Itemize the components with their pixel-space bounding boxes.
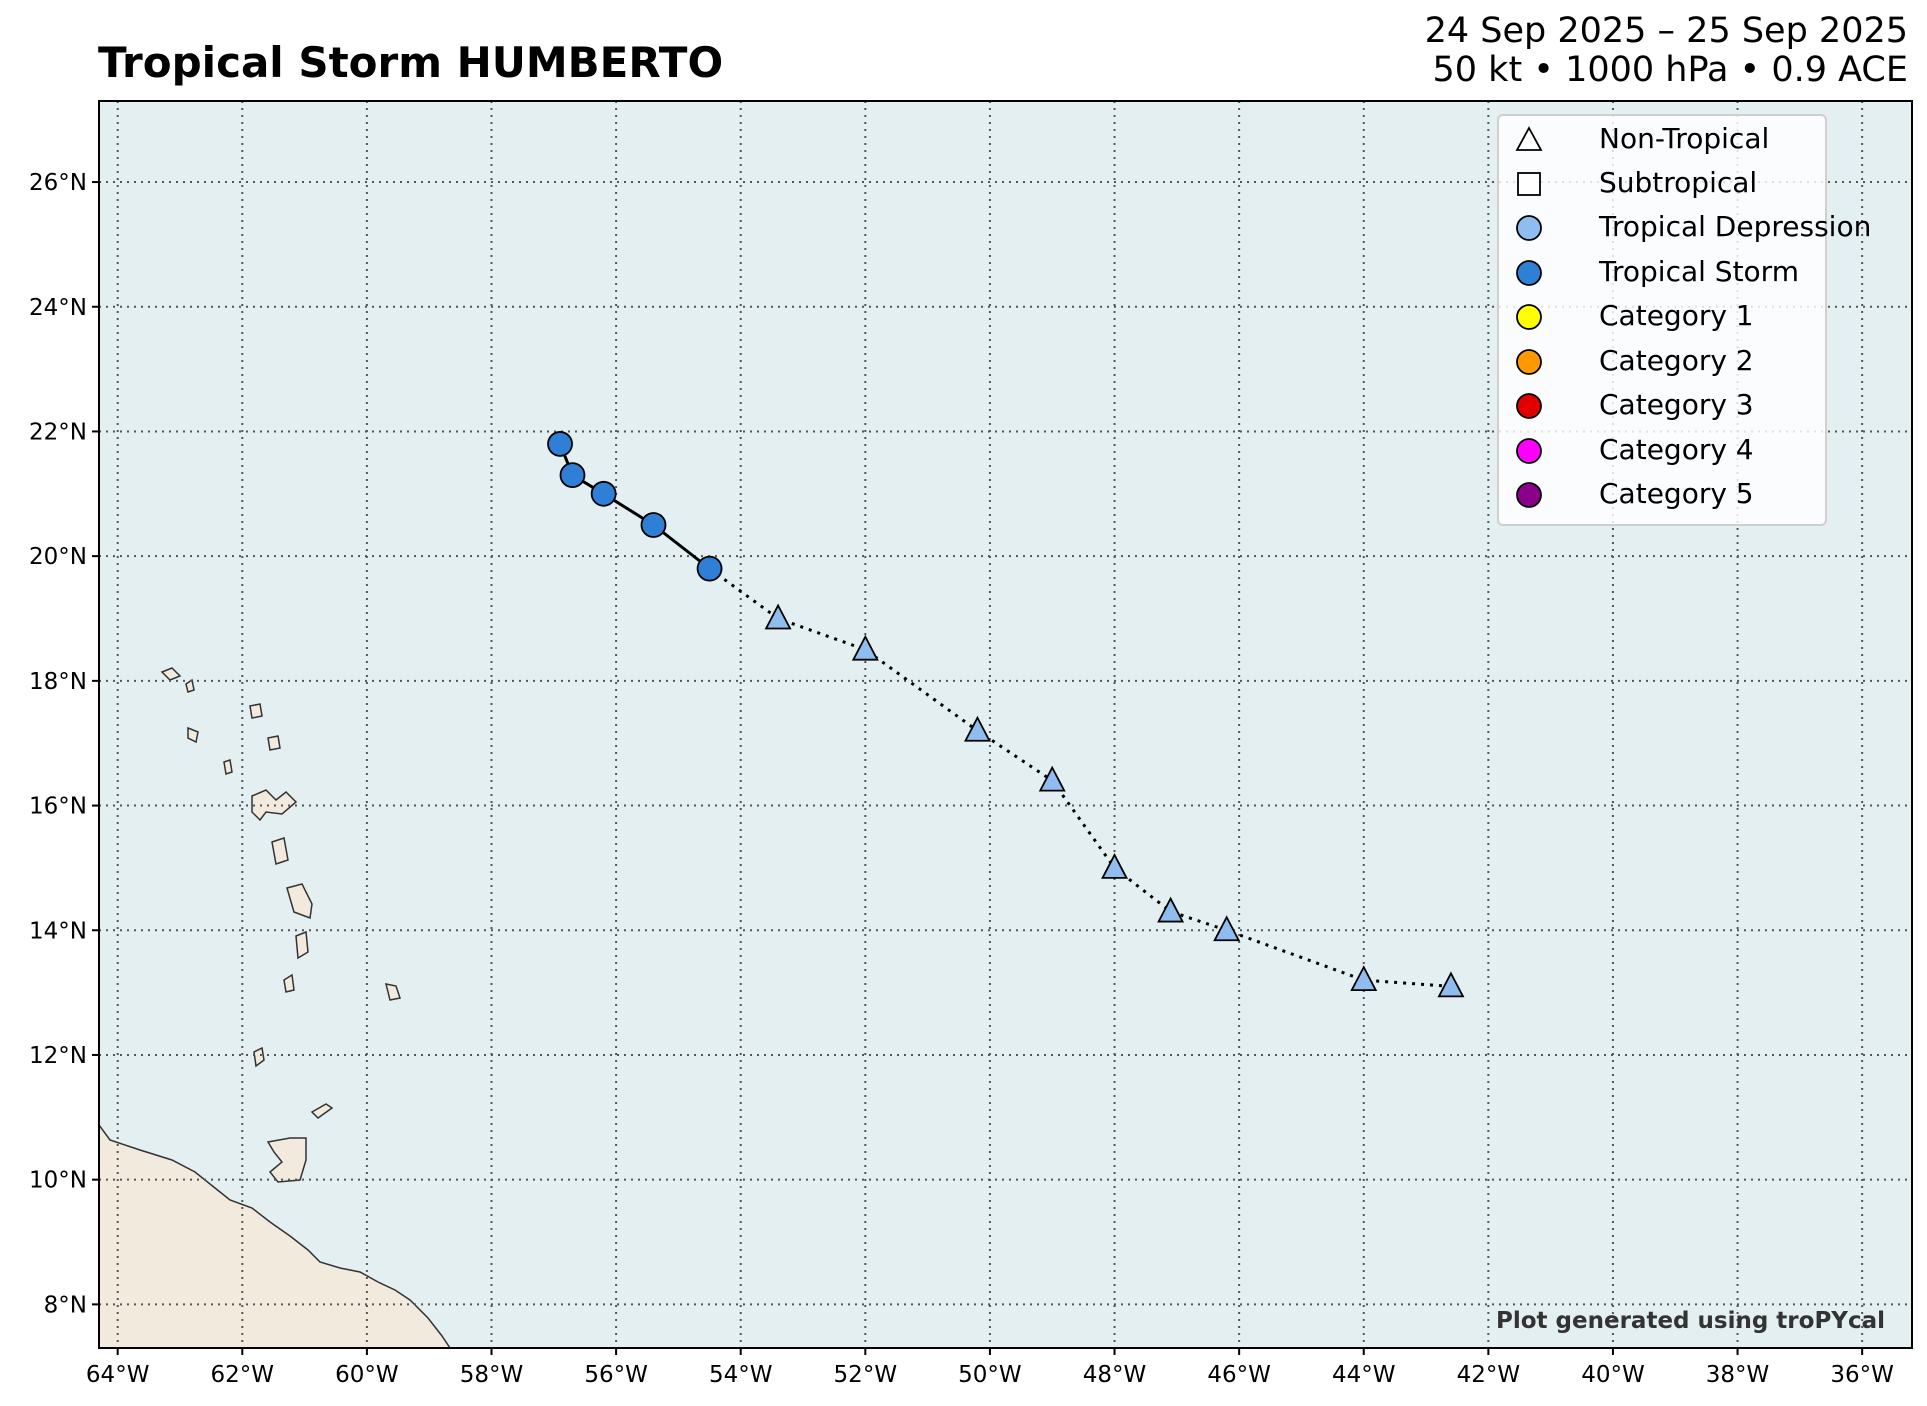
- track-point-tropical-storm: [640, 512, 667, 538]
- legend-item-non-tropical: Non-Tropical: [1499, 120, 1825, 160]
- circle-marker-icon: [1516, 260, 1542, 286]
- lat-tick-label: 18°N: [29, 669, 87, 695]
- st-kitts-island: [187, 726, 199, 744]
- circle-marker-icon: [1516, 215, 1542, 241]
- lat-tick-label: 22°N: [29, 419, 87, 445]
- legend-label: Category 4: [1599, 433, 1754, 466]
- track-point-non-tropical: [764, 603, 792, 630]
- circle-marker-icon: [1516, 393, 1542, 419]
- circle-marker-icon: [1516, 482, 1542, 508]
- lon-tick-label: 62°W: [211, 1362, 275, 1388]
- longitude-labels: 64°W 62°W 60°W 58°W 56°W 54°W 52°W 50°W 48°W 46°W…: [86, 1348, 1894, 1388]
- track-points: [547, 431, 1465, 998]
- track-point-non-tropical: [1101, 852, 1129, 879]
- legend-label: Non-Tropical: [1599, 122, 1770, 155]
- track-point-non-tropical: [851, 634, 879, 661]
- storm-dates: 24 Sep 2025 – 25 Sep 2025: [1424, 11, 1908, 51]
- trinidad-island: [266, 1137, 307, 1183]
- land-layer: [99, 667, 451, 1348]
- lon-tick-label: 46°W: [1207, 1362, 1271, 1388]
- lon-tick-label: 48°W: [1083, 1362, 1147, 1388]
- lat-tick-label: 8°N: [44, 1292, 87, 1318]
- legend-label: Tropical Storm: [1599, 255, 1799, 288]
- lon-tick-label: 42°W: [1457, 1362, 1521, 1388]
- montserrat-island: [223, 759, 233, 775]
- lon-tick-label: 56°W: [584, 1362, 648, 1388]
- legend-label: Category 5: [1599, 477, 1754, 510]
- lat-tick-label: 16°N: [29, 794, 87, 820]
- map-frame: [98, 100, 1913, 1349]
- legend-label: Category 3: [1599, 388, 1754, 421]
- legend-item-category-1: Category 1: [1499, 297, 1825, 337]
- barbados-island: [384, 983, 401, 1001]
- lon-tick-label: 52°W: [834, 1362, 898, 1388]
- lon-tick-label: 50°W: [958, 1362, 1022, 1388]
- track-point-non-tropical: [1213, 915, 1241, 942]
- track-point-tropical-storm: [559, 462, 586, 489]
- lat-tick-label: 26°N: [29, 170, 87, 196]
- legend-label: Subtropical: [1599, 166, 1758, 199]
- storm-stats: 50 kt • 1000 hPa • 0.9 ACE: [1432, 50, 1908, 90]
- lat-tick-label: 20°N: [29, 544, 87, 570]
- barbuda-island: [249, 703, 263, 719]
- legend-label: Tropical Depression: [1599, 210, 1872, 243]
- lat-tick-label: 10°N: [29, 1168, 87, 1194]
- lon-tick-label: 60°W: [335, 1362, 399, 1388]
- track-point-non-tropical: [1038, 765, 1066, 792]
- legend-item-category-3: Category 3: [1499, 386, 1825, 426]
- lon-tick-label: 36°W: [1830, 1362, 1894, 1388]
- legend-item-tropical-storm: Tropical Storm: [1499, 253, 1825, 293]
- antigua-island: [267, 735, 281, 751]
- square-marker-icon: [1517, 172, 1541, 196]
- south-america-landmass: [99, 1123, 451, 1348]
- track-point-non-tropical: [1350, 965, 1378, 992]
- dominica-island: [271, 837, 289, 865]
- circle-marker-icon: [1516, 438, 1542, 464]
- gridlines: [99, 101, 1912, 1348]
- legend-item-category-5: Category 5: [1499, 475, 1825, 515]
- legend-label: Category 2: [1599, 344, 1754, 377]
- lon-tick-label: 38°W: [1706, 1362, 1770, 1388]
- st-lucia-island: [295, 930, 309, 960]
- lon-tick-label: 58°W: [460, 1362, 524, 1388]
- lat-tick-label: 24°N: [29, 295, 87, 321]
- storm-title: Tropical Storm HUMBERTO: [98, 38, 724, 87]
- lat-tick-label: 12°N: [29, 1043, 87, 1069]
- circle-marker-icon: [1516, 304, 1542, 330]
- martinique-island: [286, 883, 313, 920]
- credit-text: Plot generated using troPYcal: [1496, 1308, 1885, 1334]
- lon-tick-label: 64°W: [86, 1362, 150, 1388]
- track-point-tropical-storm: [696, 555, 723, 582]
- track-point-tropical-storm: [590, 480, 617, 507]
- triangle-marker-icon: [1515, 126, 1543, 151]
- lon-tick-label: 54°W: [709, 1362, 773, 1388]
- legend-label: Category 1: [1599, 299, 1754, 332]
- grenada-island: [253, 1046, 265, 1068]
- track-point-non-tropical: [963, 715, 991, 742]
- legend-item-subtropical: Subtropical: [1499, 164, 1825, 204]
- lon-tick-label: 40°W: [1581, 1362, 1645, 1388]
- legend-item-category-2: Category 2: [1499, 342, 1825, 382]
- track-point-non-tropical: [1437, 971, 1465, 998]
- st-vincent-island: [283, 973, 295, 993]
- storm-info: 24 Sep 2025 – 25 Sep 2025 50 kt • 1000 h…: [1425, 12, 1908, 90]
- track-point-tropical-storm: [547, 431, 573, 457]
- circle-marker-icon: [1516, 349, 1542, 375]
- lat-tick-label: 14°N: [29, 918, 87, 944]
- legend-item-category-4: Category 4: [1499, 431, 1825, 471]
- latitude-labels: 8°N 10°N 12°N 14°N 16°N 18°N 20°N 22°N 24°N 26°N: [29, 170, 99, 1318]
- lon-tick-label: 44°W: [1332, 1362, 1396, 1388]
- tobago-island: [310, 1103, 334, 1119]
- track-point-non-tropical: [1157, 896, 1185, 923]
- legend-item-tropical-depression: Tropical Depression: [1499, 208, 1871, 248]
- legend: Non-Tropical Subtropical Tropical Depres…: [1497, 114, 1871, 526]
